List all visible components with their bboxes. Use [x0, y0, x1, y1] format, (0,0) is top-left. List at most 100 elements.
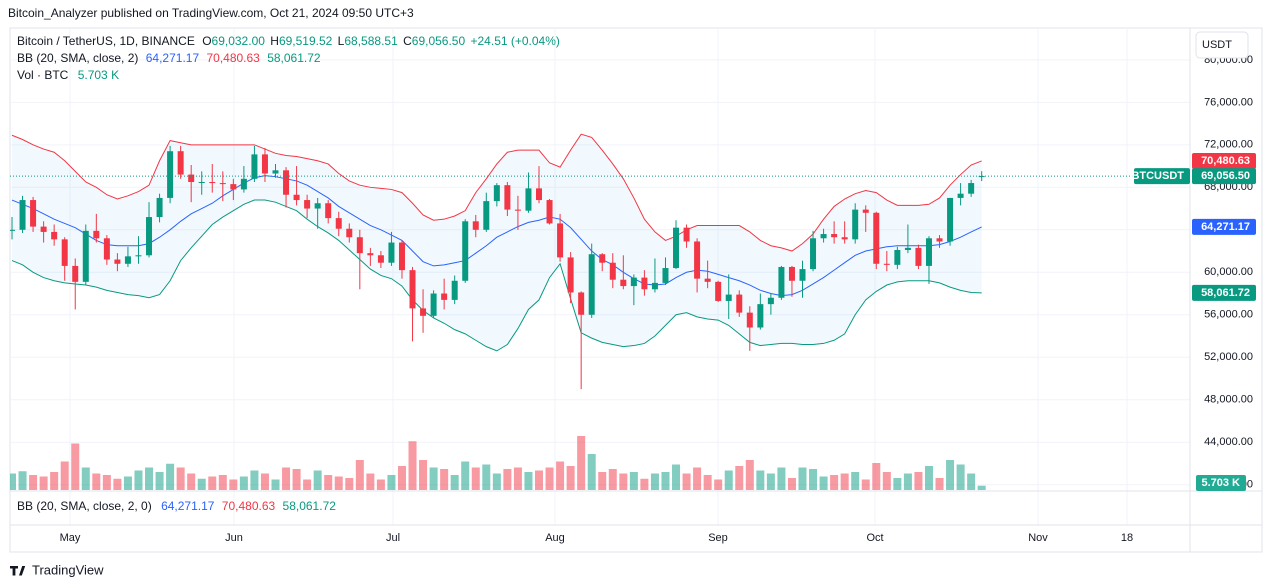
candle-body	[19, 200, 26, 230]
x-tick-label: May	[60, 532, 81, 544]
volume-bar	[893, 478, 902, 490]
y-tick-label: 56,000.00	[1204, 309, 1253, 321]
candle-body	[167, 151, 174, 198]
volume-bar	[419, 460, 428, 490]
close-prefix: C	[403, 34, 412, 48]
currency-button[interactable]: USDT	[1195, 31, 1249, 59]
candle-body	[209, 182, 216, 184]
volume-bar	[81, 467, 90, 490]
volume-bar	[566, 466, 575, 490]
candle-body	[156, 197, 163, 218]
candle-body	[925, 238, 932, 266]
candle-body	[620, 279, 627, 287]
volume-bar	[292, 469, 301, 490]
volume-bar	[587, 454, 596, 490]
legend-line: Bitcoin / TetherUS, 1D, BINANCE O69,032.…	[17, 34, 560, 48]
volume-bar	[924, 466, 933, 490]
candle-body	[367, 253, 374, 256]
volume-bar	[366, 473, 375, 490]
volume-bar	[882, 472, 891, 490]
candle-body	[177, 151, 184, 175]
candle-body	[683, 227, 690, 242]
candle-body	[335, 218, 342, 229]
low-prefix: L	[338, 34, 345, 48]
volume-bar	[672, 464, 681, 490]
volume-bar	[471, 467, 480, 490]
candle-body	[10, 229, 15, 231]
volume-bar	[71, 443, 80, 490]
volume-bar	[967, 473, 976, 490]
volume-bar	[387, 475, 396, 490]
candle-body	[536, 188, 542, 201]
candle-body	[936, 238, 943, 242]
candle-body	[778, 266, 785, 298]
volume-bar	[735, 466, 744, 490]
candle-body	[504, 185, 511, 210]
close-tag: 69,056.50	[1201, 170, 1250, 182]
currency-box[interactable]	[1195, 31, 1249, 59]
volume-bar	[313, 470, 322, 490]
volume-bar	[556, 461, 565, 490]
candle-body	[146, 217, 153, 256]
volume-bar	[123, 476, 132, 490]
candle-body	[746, 312, 753, 328]
y-tick-label: 60,000.00	[1204, 266, 1253, 278]
candle-body	[557, 223, 564, 258]
candle-body	[757, 304, 764, 328]
volume-bar	[545, 467, 554, 490]
volume-bar	[650, 473, 659, 490]
volume-bar	[777, 467, 786, 490]
volume-bar	[208, 476, 217, 490]
volume-bar	[218, 475, 227, 490]
basis-tag: 64,271.17	[1201, 221, 1250, 233]
candle-body	[430, 293, 437, 316]
volume-bar	[714, 479, 723, 490]
volume-bar	[113, 478, 122, 490]
candle-body	[30, 200, 37, 227]
volume-bar	[903, 473, 912, 490]
logo	[10, 566, 26, 576]
sub-lower: 58,061.72	[283, 499, 337, 513]
candle-body	[831, 234, 838, 238]
legend-line: Vol · BTC 5.703 K	[17, 68, 119, 82]
candle-body	[483, 201, 490, 230]
sub-upper: 70,480.63	[222, 499, 276, 513]
candle-body	[725, 294, 732, 301]
volume-bar	[724, 470, 733, 490]
candle-body	[736, 294, 743, 313]
candle-body	[420, 308, 427, 316]
sub-name: BB (20, SMA, close, 2, 0)	[17, 499, 152, 513]
volume-bar	[282, 467, 291, 490]
candle-body	[588, 254, 595, 315]
volume-bar	[345, 478, 354, 490]
bb-basis: 64,271.17	[146, 51, 200, 65]
volume-bar	[229, 479, 238, 490]
candle-body	[894, 249, 901, 265]
volume-bar	[376, 479, 385, 490]
candle-body	[377, 255, 384, 263]
symbol-tag-bg	[1134, 168, 1190, 185]
candle-body	[852, 209, 859, 240]
vol-value: 5.703 K	[78, 68, 119, 82]
candle-body	[957, 193, 964, 198]
volume-bar	[914, 472, 923, 490]
volume-bar	[682, 473, 691, 490]
volume-bar	[324, 475, 333, 490]
y-tick-label: 52,000.00	[1204, 351, 1253, 363]
candle-body	[409, 270, 416, 309]
bb-lower	[11, 199, 982, 352]
candle-body	[188, 174, 195, 182]
candle-body	[525, 188, 532, 211]
x-tick-label: Sep	[708, 532, 728, 544]
candle-body	[82, 230, 89, 282]
close: 69,056.50	[412, 34, 466, 48]
volume-bar	[92, 473, 101, 490]
candle-body	[388, 242, 395, 263]
currency[interactable]: USDT	[1202, 39, 1232, 51]
volume-bar	[29, 475, 38, 490]
candle-body	[841, 237, 848, 240]
publisher: Bitcoin_Analyzer published on TradingVie…	[8, 6, 414, 20]
volume-bar	[134, 470, 143, 490]
candle-body	[124, 256, 131, 264]
